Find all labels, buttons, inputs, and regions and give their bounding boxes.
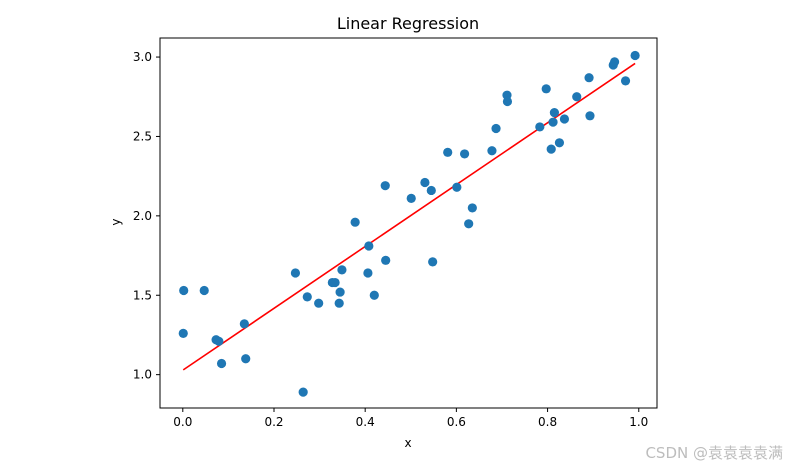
- scatter-point: [334, 298, 344, 308]
- scatter-point: [426, 185, 436, 196]
- scatter-point: [216, 358, 227, 369]
- scatter-point: [290, 268, 301, 278]
- x-tick-label: 0.8: [538, 415, 557, 429]
- scatter-point: [464, 219, 474, 229]
- scatter-point: [549, 108, 560, 118]
- scatter-point: [548, 117, 558, 127]
- scatter-point: [609, 57, 620, 67]
- scatter-point: [546, 144, 556, 154]
- scatter-point: [199, 285, 209, 296]
- scatter-point: [572, 92, 582, 102]
- scatter-point: [350, 217, 360, 227]
- scatter-point: [302, 292, 312, 302]
- scatter-point: [585, 111, 595, 121]
- y-tick-label: 1.0: [133, 368, 152, 382]
- scatter-point: [239, 319, 249, 329]
- y-tick-label: 2.0: [133, 209, 152, 223]
- x-tick-label: 0.4: [356, 415, 375, 429]
- scatter-point: [554, 138, 565, 148]
- x-tick-label: 0.2: [264, 415, 283, 429]
- y-tick-label: 1.5: [133, 288, 152, 302]
- scatter-point: [179, 285, 189, 296]
- x-tick-label: 0.6: [447, 415, 466, 429]
- scatter-point: [380, 181, 390, 191]
- watermark: CSDN @袁袁袁袁满: [645, 444, 783, 462]
- scatter-point: [559, 114, 570, 124]
- scatter-point: [443, 147, 453, 157]
- scatter-points: [178, 50, 640, 397]
- scatter-point: [335, 287, 345, 297]
- scatter-point: [337, 265, 347, 275]
- scatter-point: [491, 123, 501, 134]
- scatter-point: [314, 298, 324, 308]
- scatter-point: [502, 96, 513, 107]
- scatter-point: [459, 149, 470, 159]
- scatter-point: [584, 73, 594, 83]
- scatter-point: [330, 277, 340, 288]
- scatter-point: [541, 84, 551, 94]
- regression-line-layer: [182, 62, 636, 371]
- y-tick-label: 2.5: [133, 129, 152, 143]
- scatter-point: [420, 177, 430, 188]
- scatter-point: [406, 193, 416, 203]
- scatter-point: [630, 50, 640, 61]
- scatter-point: [620, 76, 631, 86]
- scatter-point: [369, 290, 379, 300]
- scatter-point: [487, 146, 497, 156]
- scatter-point: [214, 336, 224, 346]
- scatter-point: [241, 354, 251, 364]
- regression-line: [182, 62, 636, 371]
- scatter-point: [535, 122, 545, 132]
- scatter-point: [452, 182, 462, 192]
- scatter-point: [381, 255, 391, 265]
- axes: 0.0 0.2 0.4 0.6 0.8 1.0 1.0 1.5 2.0 2.5 3.0: [133, 37, 658, 429]
- scatter-point: [428, 257, 438, 267]
- scatter-point: [298, 387, 308, 397]
- x-tick-label: 0.0: [173, 415, 192, 429]
- scatter-point: [467, 203, 477, 213]
- scatter-point: [363, 268, 373, 278]
- scatter-point: [178, 328, 188, 338]
- scatter-point: [364, 241, 374, 251]
- plot-frame: [159, 37, 658, 409]
- y-tick-label: 3.0: [133, 50, 152, 64]
- x-axis-label: x: [404, 436, 411, 450]
- x-tick-label: 1.0: [629, 415, 648, 429]
- y-axis-label: y: [109, 218, 123, 225]
- chart-title: Linear Regression: [337, 14, 479, 33]
